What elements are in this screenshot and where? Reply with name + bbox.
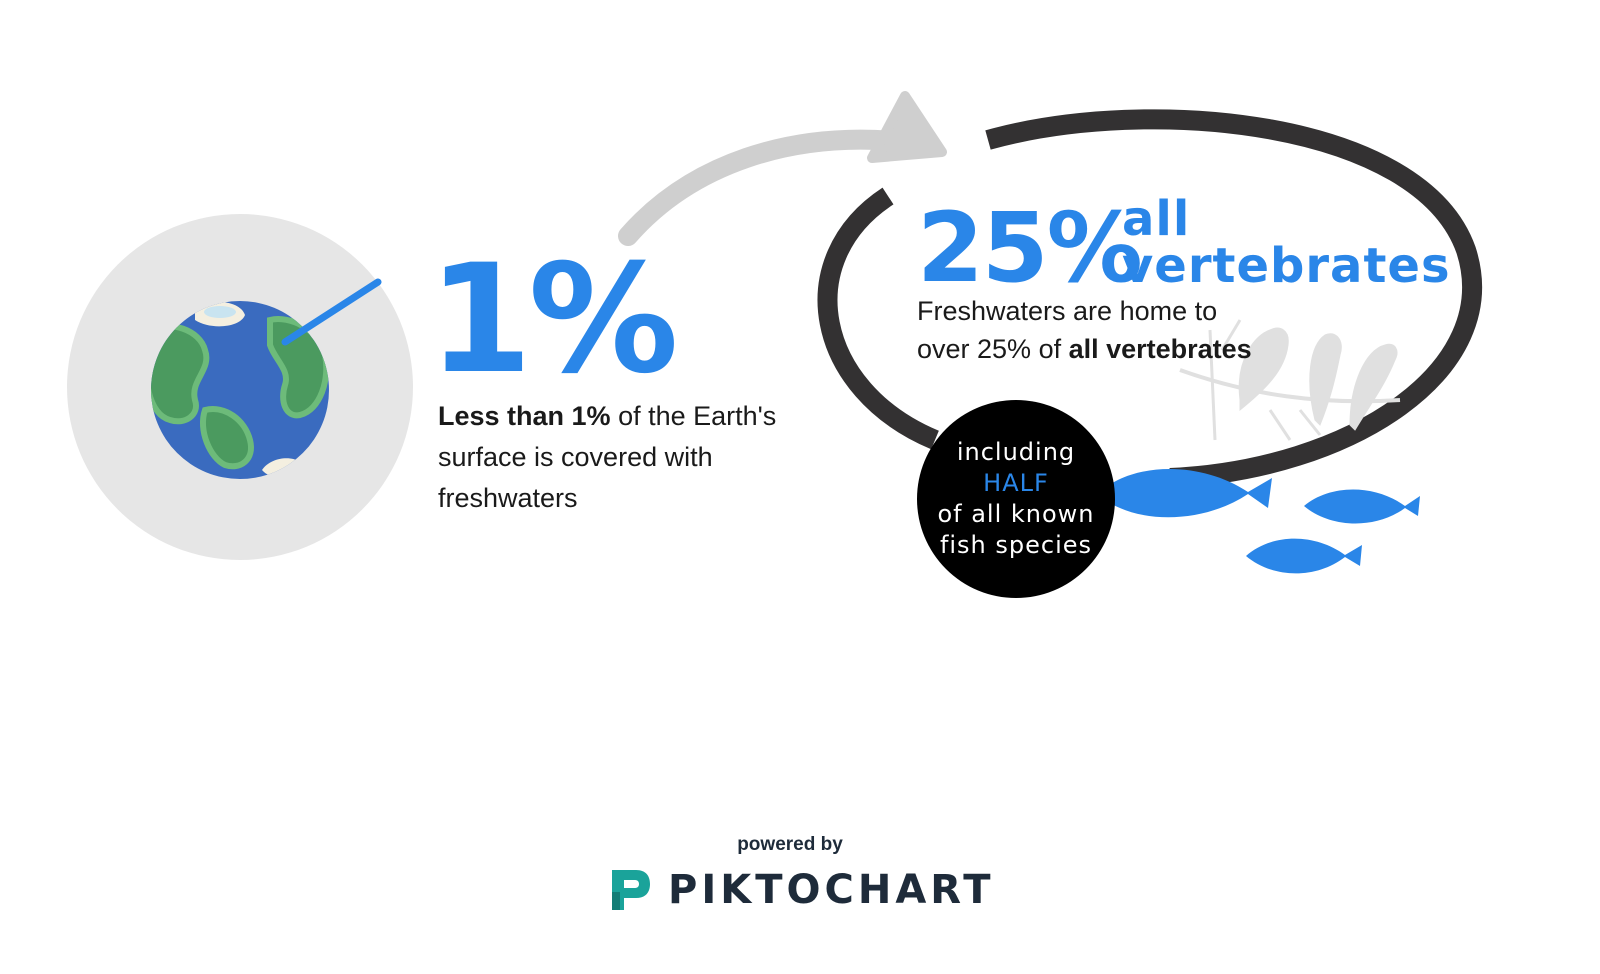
fish-badge-line2: HALF — [983, 469, 1049, 497]
piktochart-wordmark[interactable]: PIKTOCHART — [668, 867, 995, 913]
earth-description-rest: of the Earth's surface is covered with f… — [438, 401, 777, 513]
fish-badge-line4: fish species — [939, 531, 1093, 559]
vertebrates-description-prefix: over 25% of — [917, 334, 1069, 364]
vertebrates-stat: 25% — [917, 192, 1143, 304]
vertebrates-description: Freshwaters are home to over 25% of all … — [917, 292, 1337, 368]
birds-on-branch-icon — [1179, 319, 1401, 441]
vertebrates-title-line2: vertebrates — [1122, 238, 1451, 294]
earth-stat: 1% — [428, 233, 679, 407]
vertebrates-description-line1: Freshwaters are home to — [917, 296, 1218, 326]
earth-description-bold: Less than 1% — [438, 401, 611, 431]
fish-icon — [1246, 538, 1362, 574]
fish-icon — [1304, 489, 1420, 524]
powered-by-label: powered by — [737, 834, 843, 855]
vertebrates-description-line2: over 25% of all vertebrates — [917, 330, 1337, 368]
earth-globe-icon — [151, 278, 382, 479]
vertebrates-title-line1: all — [1122, 191, 1191, 247]
fish-badge-line1: including — [956, 438, 1076, 466]
fish-badge-line3: of all known — [937, 500, 1095, 528]
vertebrates-title: all vertebrates — [1122, 191, 1451, 294]
piktochart-logo-icon[interactable] — [606, 866, 654, 914]
fish-species-badge: including HALF of all known fish species — [917, 400, 1115, 598]
vertebrates-description-bold: all vertebrates — [1068, 334, 1252, 364]
fish-icon — [1098, 468, 1272, 518]
earth-description: Less than 1% of the Earth's surface is c… — [438, 396, 818, 519]
